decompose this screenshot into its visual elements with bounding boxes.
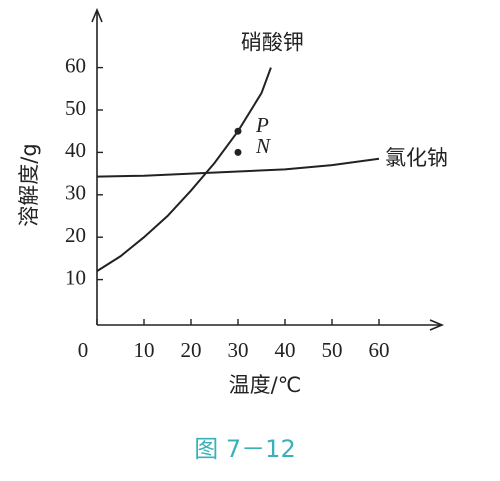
curve-label: 氯化钠 [385,146,448,170]
point-label: N [255,134,271,158]
x-tick-label: 30 [228,338,249,362]
y-arrow [91,7,103,23]
x-tick-label: 40 [275,338,296,362]
y-tick-label: 50 [65,96,86,120]
y-tick-label: 30 [65,181,86,205]
x-tick-label: 0 [78,338,89,362]
point [234,127,242,135]
y-tick-label: 10 [65,265,86,289]
point [234,148,242,156]
x-tick-label: 20 [181,338,202,362]
x-arrow [429,319,445,331]
curve-label: 硝酸钾 [241,31,304,55]
y-axis-label: 溶解度/g [17,143,41,226]
y-tick-label: 40 [65,138,86,162]
x-axis-label: 温度/℃ [229,373,302,397]
axes [91,7,445,331]
y-tick-label: 60 [65,53,86,77]
caption: 图 7－12 [194,435,295,463]
x-tick-label: 10 [134,338,155,362]
point-label: P [255,113,269,137]
curve [96,67,272,272]
x-tick-label: 50 [322,338,343,362]
y-tick-label: 20 [65,223,86,247]
x-tick-label: 60 [369,338,390,362]
curve [96,157,380,178]
